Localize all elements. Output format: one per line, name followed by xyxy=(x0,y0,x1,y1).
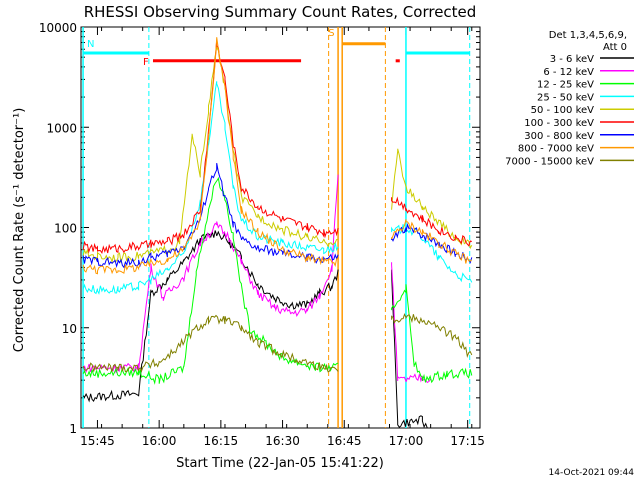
y-tick-label: 10000 xyxy=(39,21,77,35)
series-line-4 xyxy=(82,46,473,264)
x-tick-label: 15:45 xyxy=(80,434,115,448)
legend-entry-label: 12 - 25 keV xyxy=(537,80,594,91)
legend-header: Att 0 xyxy=(603,42,627,53)
legend-entry-label: 800 - 7000 keV xyxy=(518,144,594,155)
series-line-0 xyxy=(82,230,431,429)
series-line-3 xyxy=(82,81,473,295)
y-tick-label: 1 xyxy=(69,422,77,436)
legend-entry-label: 50 - 100 keV xyxy=(531,105,595,116)
flag-label-s: S xyxy=(328,28,334,39)
x-tick-label: 17:15 xyxy=(450,434,485,448)
legend-entry-label: 25 - 50 keV xyxy=(537,92,594,103)
flag-label-n: N xyxy=(87,39,94,50)
y-tick-label: 10 xyxy=(62,322,77,336)
flags: N F S xyxy=(82,27,471,428)
timestamp-footer: 14-Oct-2021 09:44 xyxy=(549,468,635,478)
series-line-2 xyxy=(82,176,473,385)
y-tick-label: 1000 xyxy=(46,121,77,135)
series-line-8 xyxy=(82,312,473,373)
legend-entry-label: 100 - 300 keV xyxy=(524,118,594,129)
series-line-7 xyxy=(82,37,473,275)
x-tick-label: 16:15 xyxy=(204,434,239,448)
x-tick-label: 16:45 xyxy=(327,434,362,448)
x-tick-label: 16:30 xyxy=(265,434,300,448)
x-tick-label: 16:00 xyxy=(142,434,177,448)
legend-entry-label: 6 - 12 keV xyxy=(543,67,594,78)
legend-entry-label: 3 - 6 keV xyxy=(550,54,594,65)
y-tick-label: 100 xyxy=(54,222,77,236)
flag-label-f: F xyxy=(143,57,149,68)
legend-entry-label: 300 - 800 keV xyxy=(524,131,594,142)
x-axis-label: Start Time (22-Jan-05 15:41:22) xyxy=(176,456,384,471)
legend-header: Det 1,3,4,5,6,9, xyxy=(549,30,627,41)
x-tick-label: 17:00 xyxy=(389,434,424,448)
series-line-5 xyxy=(82,40,472,255)
y-axis-label: Corrected Count Rate (s⁻¹ detector⁻¹) xyxy=(12,108,27,353)
series-lines xyxy=(82,37,473,429)
chart-title: RHESSI Observing Summary Count Rates, Co… xyxy=(84,3,477,21)
legend: Det 1,3,4,5,6,9,Att 0 3 - 6 keV 6 - 12 keV… xyxy=(505,30,634,167)
legend-entry-label: 7000 - 15000 keV xyxy=(505,156,594,167)
